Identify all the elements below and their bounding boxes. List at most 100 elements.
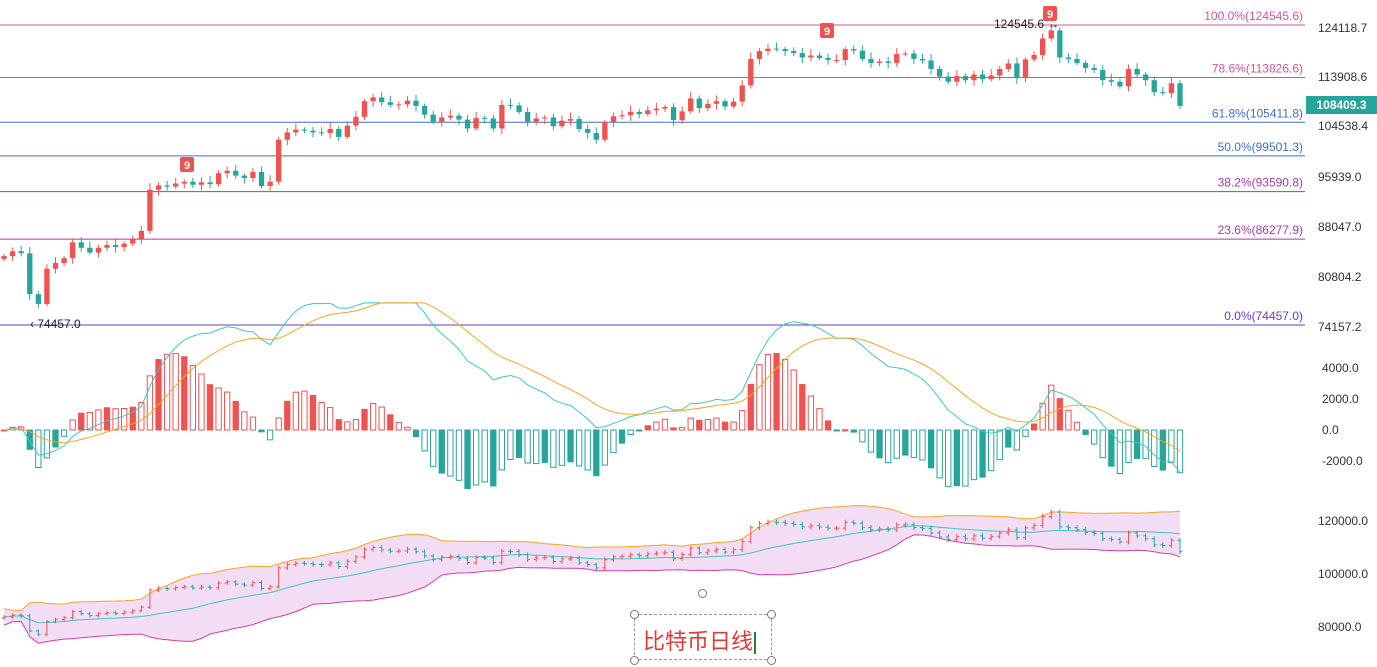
candle-body bbox=[739, 85, 745, 102]
price-tick-label: 104538.4 bbox=[1318, 119, 1368, 133]
bollinger-band-fill bbox=[4, 505, 1180, 644]
candle-body bbox=[936, 68, 943, 77]
macd-histogram-bar bbox=[78, 412, 85, 431]
candle-body bbox=[954, 76, 960, 82]
price-tick-label: 88047.0 bbox=[1318, 220, 1362, 234]
macd-histogram-bar bbox=[103, 407, 111, 431]
candle-body bbox=[258, 171, 265, 186]
candle-body bbox=[18, 251, 24, 254]
macd-histogram-bar bbox=[953, 429, 960, 487]
macd-histogram-bar bbox=[1116, 429, 1124, 475]
macd-histogram-bar bbox=[781, 359, 789, 431]
candle-body bbox=[1022, 59, 1029, 79]
fib-label: 23.6%(86277.9) bbox=[1218, 223, 1303, 237]
candle-body bbox=[679, 111, 685, 121]
macd-histogram-bar bbox=[301, 390, 308, 431]
candle-body bbox=[1091, 67, 1097, 70]
macd-histogram-bar bbox=[224, 391, 231, 431]
candle-body bbox=[61, 258, 67, 264]
candle-body bbox=[190, 181, 196, 185]
price-candles: 124545.6 → ‹ 74457.0 9 9 9 bbox=[1, 6, 1183, 331]
candle-body bbox=[559, 120, 565, 127]
candle-body bbox=[962, 76, 969, 81]
annotation-text[interactable]: 比特币日线 bbox=[643, 624, 757, 656]
candle-body bbox=[121, 243, 127, 248]
td-marker-label: 9 bbox=[184, 160, 190, 172]
macd-histogram-bar bbox=[275, 417, 282, 431]
macd-histogram-bar bbox=[653, 421, 660, 431]
macd-histogram-bar bbox=[438, 429, 445, 474]
macd-histogram-bar bbox=[378, 406, 385, 431]
resize-handle[interactable] bbox=[630, 656, 639, 665]
macd-histogram-bar bbox=[35, 429, 42, 469]
macd-histogram-bar bbox=[799, 384, 806, 431]
macd-histogram-bar bbox=[1125, 429, 1132, 464]
macd-histogram-bar bbox=[867, 429, 875, 453]
macd-histogram-bar bbox=[464, 429, 471, 490]
high-price-label: 124545.6 → bbox=[994, 17, 1059, 31]
candle-body bbox=[542, 117, 548, 119]
macd-histogram-bar bbox=[189, 365, 197, 431]
candle-body bbox=[670, 107, 677, 121]
macd-histogram-bar bbox=[1159, 429, 1166, 471]
candle-body bbox=[370, 97, 376, 102]
macd-histogram-bar bbox=[678, 426, 686, 431]
candle-body bbox=[173, 183, 179, 187]
macd-histogram-bar bbox=[567, 429, 574, 463]
macd-histogram-bar bbox=[661, 418, 669, 431]
candle-body bbox=[44, 268, 50, 304]
macd-histogram-bar bbox=[344, 421, 351, 431]
candle-body bbox=[233, 170, 239, 176]
candle-body bbox=[499, 104, 505, 129]
fib-label: 50.0%(99501.3) bbox=[1218, 140, 1303, 154]
candle-body bbox=[87, 247, 93, 253]
candle-body bbox=[318, 132, 325, 134]
candle-body bbox=[1014, 63, 1020, 79]
macd-histogram-bar bbox=[936, 429, 943, 479]
candle-body bbox=[456, 115, 462, 120]
macd-histogram-bar bbox=[361, 408, 368, 431]
td-marker bbox=[820, 23, 834, 38]
macd-histogram-bar bbox=[284, 400, 291, 431]
resize-handle[interactable] bbox=[630, 610, 639, 619]
candle-body bbox=[782, 49, 788, 52]
macd-histogram-bar bbox=[1090, 429, 1098, 445]
macd-histogram-bar bbox=[558, 429, 566, 466]
candle-body bbox=[464, 119, 471, 129]
macd-panel: 4000.0 2000.0 0.0 -2000.0 bbox=[0, 302, 1363, 490]
macd-histogram-bar bbox=[421, 429, 428, 452]
resize-handle[interactable] bbox=[767, 656, 776, 665]
macd-histogram-bar bbox=[163, 353, 171, 431]
macd-histogram-bar bbox=[593, 429, 600, 477]
candle-body bbox=[52, 263, 59, 269]
candle-body bbox=[327, 129, 333, 133]
text-annotation[interactable]: 比特币日线 bbox=[634, 614, 772, 660]
candle-body bbox=[851, 49, 857, 51]
fibonacci-levels: 100.0%(124545.6) 78.6%(113826.6) 61.8%(105… bbox=[0, 9, 1305, 326]
macd-histogram-bar bbox=[721, 421, 729, 431]
macd-histogram-bar bbox=[404, 426, 411, 431]
price-tick-label: 95939.0 bbox=[1318, 170, 1362, 184]
candle-body bbox=[1100, 69, 1106, 81]
candle-body bbox=[971, 74, 977, 81]
macd-histogram-bar bbox=[979, 429, 986, 478]
candle-body bbox=[619, 115, 625, 117]
macd-histogram-bar bbox=[327, 407, 334, 431]
macd-histogram-bar bbox=[1133, 429, 1141, 459]
candle-body bbox=[945, 76, 951, 82]
candle-body bbox=[833, 59, 840, 61]
rotate-handle[interactable] bbox=[698, 589, 707, 598]
macd-histogram-bar bbox=[1108, 429, 1115, 467]
macd-histogram-bar bbox=[636, 429, 643, 432]
macd-histogram-bar bbox=[412, 429, 420, 438]
macd-histogram-bar bbox=[790, 369, 797, 431]
candle-body bbox=[524, 111, 531, 122]
candle-body bbox=[868, 58, 874, 63]
resize-handle[interactable] bbox=[767, 610, 776, 619]
macd-histogram-bar bbox=[816, 408, 823, 431]
macd-histogram-bar bbox=[833, 429, 840, 432]
macd-histogram-bar bbox=[627, 429, 634, 436]
candle-body bbox=[722, 101, 728, 107]
candle-body bbox=[791, 51, 797, 54]
